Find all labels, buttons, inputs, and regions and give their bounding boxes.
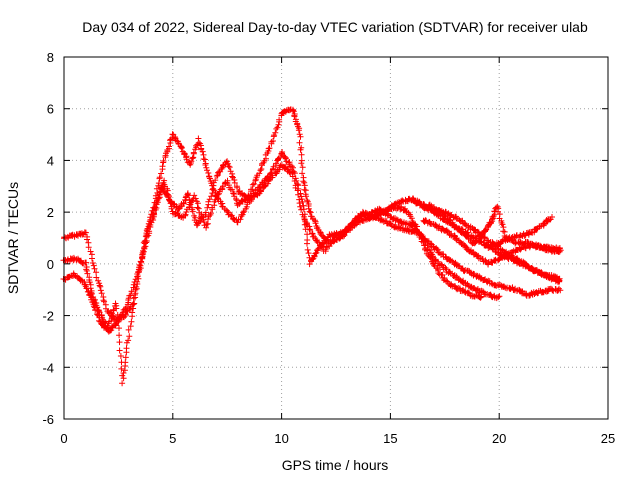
y-tick-label: 4 [47,153,54,168]
axis-ticks: 0 5 10 15 20 25 -6 -4 -2 0 2 4 6 8 [42,50,615,446]
y-tick-label: 2 [47,205,54,220]
y-tick-label: 6 [47,102,54,117]
x-tick-label: 10 [274,431,288,446]
y-axis-title: SDTVAR / TECUs [5,182,21,294]
data-points [60,106,564,387]
y-tick-label: 0 [47,257,54,272]
x-tick-label: 15 [383,431,397,446]
x-tick-label: 0 [60,431,67,446]
series-G-markers [425,201,563,253]
y-tick-label: 8 [47,50,54,65]
plot-frame [63,56,609,420]
y-tick-label: -6 [42,412,54,427]
x-tick-label: 20 [492,431,506,446]
y-tick-label: -4 [42,360,54,375]
x-tick-label: 5 [169,431,176,446]
series-H-markers [485,214,555,251]
y-tick-label: -2 [42,309,54,324]
x-tick-label: 25 [601,431,615,446]
x-axis-title: GPS time / hours [282,457,389,473]
chart-title: Day 034 of 2022, Sidereal Day-to-day VTE… [82,19,588,35]
